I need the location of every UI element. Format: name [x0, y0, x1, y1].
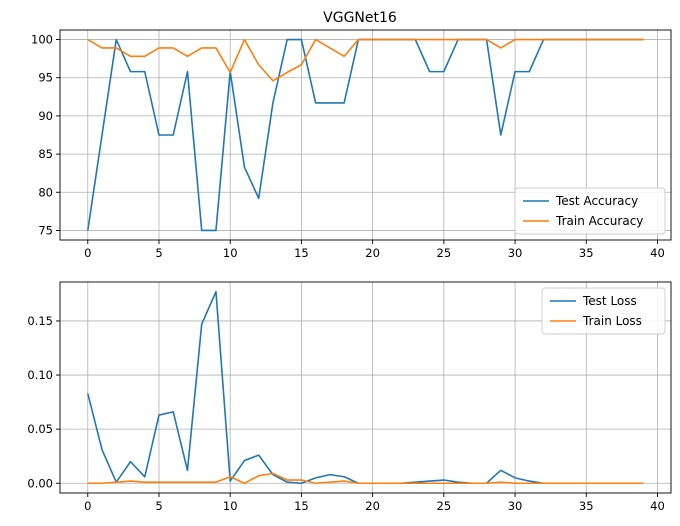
y-tick-label: 85 — [38, 147, 53, 161]
y-tick-label: 75 — [38, 223, 53, 237]
x-tick-label: 0 — [84, 499, 91, 513]
legend-label: Test Loss — [582, 294, 637, 308]
series-line-train-accuracy — [87, 38, 644, 82]
x-tick-label: 5 — [155, 246, 162, 260]
x-tick-label: 20 — [365, 499, 380, 513]
chart-title: VGGNet16 — [323, 10, 397, 26]
accuracy-panel: 0 5 10 15 20 25 30 35 40 75 80 85 90 95 100 Test Accura… — [31, 29, 672, 260]
x-tick-label: 10 — [223, 246, 238, 260]
y-tick-label: 0.05 — [27, 422, 53, 436]
plot-frame — [59, 29, 672, 241]
x-tick-label: 20 — [365, 246, 380, 260]
legend: Test Loss Train Loss — [541, 287, 666, 335]
x-tick-label: 40 — [650, 499, 665, 513]
series-line-train-loss — [87, 472, 644, 485]
y-tick-label: 90 — [38, 109, 53, 123]
y-tick-label: 100 — [31, 33, 53, 47]
legend: Test Accuracy Train Accuracy — [514, 187, 666, 235]
legend-label: Train Loss — [582, 314, 642, 328]
x-tick-label: 10 — [223, 499, 238, 513]
x-tick-label: 0 — [84, 246, 91, 260]
x-tick-label: 30 — [508, 246, 523, 260]
loss-panel: 0 5 10 15 20 25 30 35 40 0.00 0.05 0.10 0.15 Test Los… — [27, 281, 672, 513]
x-tick-label: 25 — [437, 499, 452, 513]
y-tick-label: 80 — [38, 185, 53, 199]
y-tick-label: 0.15 — [27, 314, 53, 328]
x-tick-label: 5 — [155, 499, 162, 513]
x-tick-label: 25 — [437, 246, 452, 260]
legend-box — [541, 287, 666, 335]
x-tick-label: 15 — [294, 246, 309, 260]
plot-frame — [59, 281, 672, 494]
y-tick-label: 0.10 — [27, 368, 53, 382]
x-tick-label: 35 — [579, 499, 594, 513]
y-tick-label: 95 — [38, 71, 53, 85]
legend-label: Train Accuracy — [555, 214, 643, 228]
y-tick-label: 0.00 — [27, 476, 53, 490]
legend-box — [514, 187, 666, 235]
x-tick-label: 30 — [508, 499, 523, 513]
x-tick-label: 40 — [650, 246, 665, 260]
x-tick-label: 15 — [294, 499, 309, 513]
x-tick-label: 35 — [579, 246, 594, 260]
legend-label: Test Accuracy — [555, 194, 638, 208]
